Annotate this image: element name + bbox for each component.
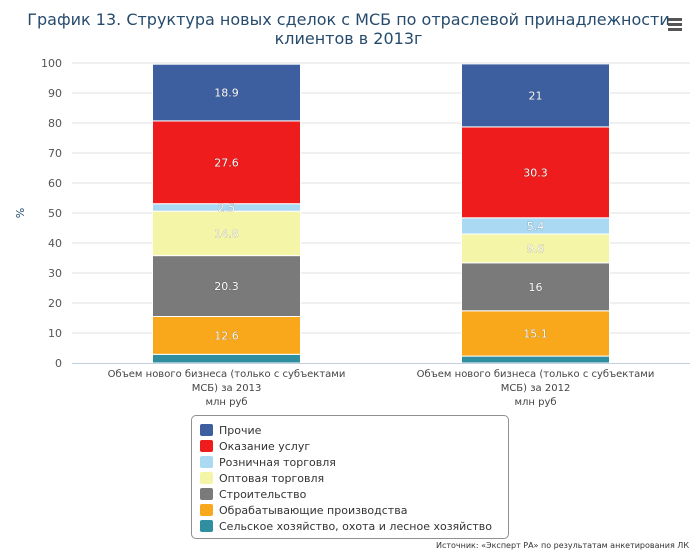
legend-swatch	[200, 488, 213, 500]
y-tick-label: 40	[48, 237, 62, 250]
y-tick-label: 30	[48, 267, 62, 280]
legend-label: Оптовая торговля	[219, 471, 325, 485]
chart-title-line2: клиентов в 2013г	[274, 29, 423, 48]
bar-segment	[461, 355, 610, 364]
y-tick-label: 80	[48, 117, 62, 130]
y-tick-label: 70	[48, 147, 62, 160]
x-tick-label: МСБ) за 2012	[501, 383, 571, 394]
legend: Прочие Оказание услуг Розничная торговля Оп…	[191, 415, 509, 539]
legend-item[interactable]: Сельское хозяйство, охота и лесное хозяй…	[200, 518, 508, 534]
bar-segment	[152, 210, 301, 257]
data-label: 2.5	[218, 201, 236, 214]
y-tick-label: 20	[48, 297, 62, 310]
y-axis: 0 10 20 30 40 50 60 70 80 90 100%	[14, 57, 62, 370]
legend-item[interactable]: Оптовая торговля	[200, 470, 508, 486]
legend-label: Прочие	[219, 423, 262, 437]
legend-swatch	[200, 472, 213, 484]
chart-menu-icon[interactable]	[666, 14, 688, 36]
data-label: 21	[529, 89, 543, 102]
bar-segment	[152, 120, 301, 205]
bar-segment	[152, 316, 301, 355]
data-label: 9.6	[527, 242, 545, 255]
legend-label: Обрабатывающие производства	[219, 503, 408, 517]
legend-swatch	[200, 440, 213, 452]
data-label: 27.6	[214, 156, 239, 169]
bar-segment	[461, 262, 610, 312]
bars	[152, 63, 610, 364]
data-label: 30.3	[523, 166, 548, 179]
legend-label: Розничная торговля	[219, 455, 336, 469]
x-axis: Объем нового бизнеса (только с субъектам…	[72, 363, 690, 408]
data-label: 12.6	[214, 329, 239, 342]
chart-title-line1: График 13. Структура новых сделок с МСБ …	[27, 10, 670, 29]
y-tick-label: 0	[55, 357, 62, 370]
legend-label: Строительство	[219, 487, 307, 501]
x-tick-label: Объем нового бизнеса (только с субъектам…	[108, 369, 346, 380]
y-tick-label: 100	[41, 57, 62, 70]
legend-swatch	[200, 424, 213, 436]
y-axis-title: %	[14, 208, 27, 218]
source-note: Источник: «Эксперт РА» по результатам ан…	[435, 541, 689, 550]
bar-segment	[461, 233, 610, 264]
legend-label: Сельское хозяйство, охота и лесное хозяй…	[219, 519, 492, 533]
bar-segment	[152, 353, 301, 364]
legend-swatch	[200, 520, 213, 532]
bar-segment	[152, 63, 301, 122]
legend-swatch	[200, 504, 213, 516]
data-label: 20.3	[214, 280, 239, 293]
data-labels: 12.6 20.3 14.8 2.5 27.6 18.9 15.1 16 9.6 5.4 30.3 2…	[214, 86, 548, 342]
x-tick-label: Объем нового бизнеса (только с субъектам…	[417, 369, 655, 380]
x-tick-label: млн руб	[514, 397, 556, 408]
legend-item[interactable]: Обрабатывающие производства	[200, 502, 508, 518]
legend-label: Оказание услуг	[219, 439, 311, 453]
data-label: 16	[529, 281, 543, 294]
data-label: 5.4	[527, 220, 545, 233]
legend-swatch	[200, 456, 213, 468]
legend-item[interactable]: Строительство	[200, 486, 508, 502]
data-label: 14.8	[214, 227, 239, 240]
legend-item[interactable]: Прочие	[200, 422, 508, 438]
bar-segment	[461, 63, 610, 128]
chart-title: График 13. Структура новых сделок с МСБ …	[0, 10, 697, 48]
y-tick-label: 50	[48, 207, 62, 220]
y-tick-label: 60	[48, 177, 62, 190]
legend-item[interactable]: Розничная торговля	[200, 454, 508, 470]
data-label: 15.1	[523, 327, 548, 340]
bar-segment	[461, 310, 610, 357]
y-tick-label: 10	[48, 327, 62, 340]
bar-segment	[152, 255, 301, 318]
x-tick-label: МСБ) за 2013	[192, 383, 262, 394]
y-tick-label: 90	[48, 87, 62, 100]
x-tick-label: млн руб	[205, 397, 247, 408]
data-label: 18.9	[214, 87, 239, 100]
bar-segment	[461, 126, 610, 219]
legend-item[interactable]: Оказание услуг	[200, 438, 508, 454]
